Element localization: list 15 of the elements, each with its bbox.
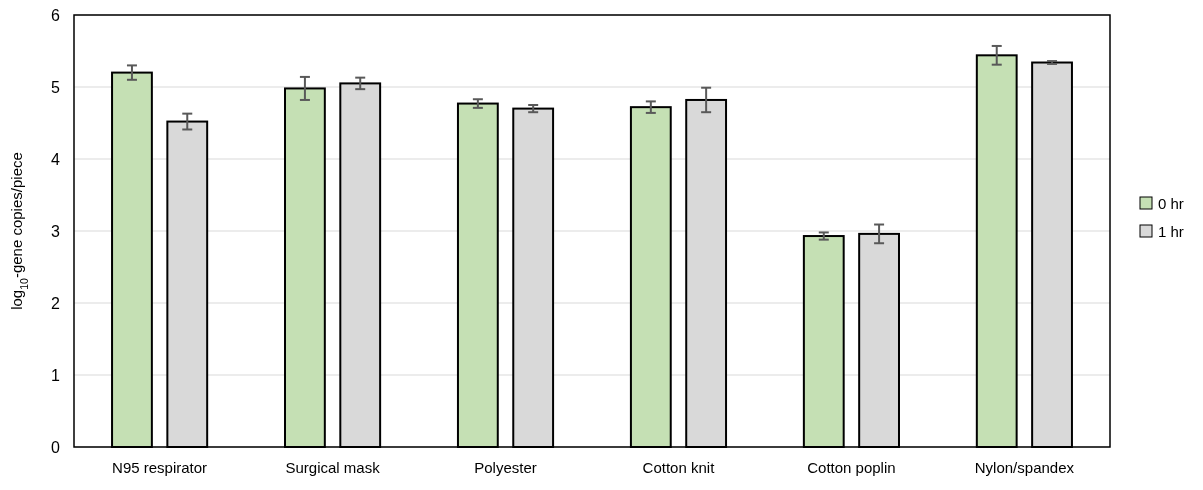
y-tick-label: 3 (51, 222, 61, 240)
y-tick-label: 6 (51, 6, 61, 24)
x-tick-label: Cotton knit (642, 458, 716, 476)
legend-label: 0 hr (1158, 194, 1184, 212)
x-tick-label: Nylon/spandex (974, 458, 1075, 476)
y-tick-label: 5 (51, 78, 61, 96)
x-tick-label: Cotton poplin (807, 458, 896, 476)
y-tick-label: 0 (51, 438, 61, 456)
y-tick-label: 1 (51, 366, 61, 384)
y-tick-label: 2 (51, 294, 61, 312)
x-tick-label: Surgical mask (285, 458, 381, 476)
x-tick-label: Polyester (474, 458, 537, 476)
y-tick-label: 4 (51, 150, 61, 168)
x-tick-label: N95 respirator (112, 458, 208, 476)
legend-label: 1 hr (1158, 222, 1184, 240)
